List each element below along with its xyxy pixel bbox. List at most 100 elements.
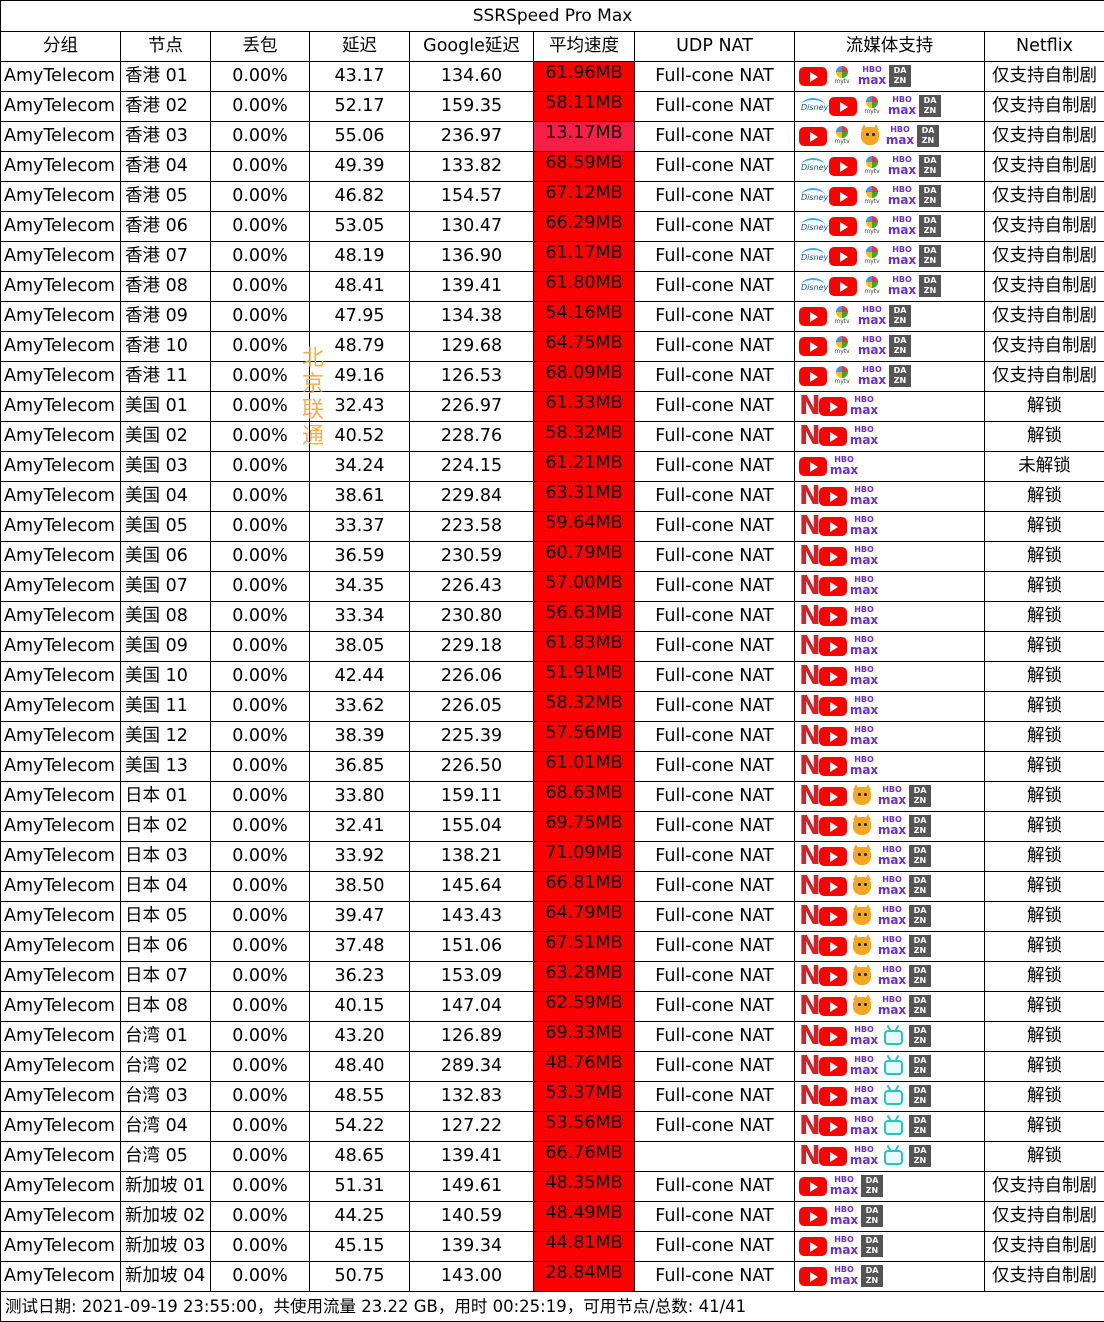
abema-icon [849, 874, 875, 898]
cell-loss: 0.00% [211, 332, 310, 362]
cell-netflix: 仅支持自制剧 [985, 152, 1104, 182]
tvb-icon: mytv [859, 215, 885, 237]
cell-google-ping: 224.15 [410, 452, 534, 482]
tvb-icon: mytv [859, 245, 885, 267]
netflix-icon: N [799, 664, 817, 688]
youtube-icon [819, 697, 847, 716]
youtube-icon [799, 337, 827, 356]
cell-node: 美国 10 [121, 662, 211, 692]
cell-group: AmyTelecom [1, 362, 121, 392]
cell-ping: 34.24 [310, 452, 410, 482]
cell-group: AmyTelecom [1, 1112, 121, 1142]
cell-google-ping: 130.47 [410, 212, 534, 242]
netflix-icon: N [799, 934, 817, 958]
cell-avg-speed: 48.76MB [534, 1052, 635, 1082]
cell-udp-nat: Full-cone NAT [635, 482, 795, 512]
cell-netflix: 未解锁 [985, 452, 1104, 482]
cell-ping: 44.25 [310, 1202, 410, 1232]
cell-group: AmyTelecom [1, 1142, 121, 1172]
cell-avg-speed: 51.91MB [534, 662, 635, 692]
cell-avg-speed: 57.00MB [534, 572, 635, 602]
cell-group: AmyTelecom [1, 482, 121, 512]
cell-netflix: 解锁 [985, 392, 1104, 422]
bilibili-icon [881, 1144, 907, 1168]
youtube-icon [819, 937, 847, 956]
cell-loss: 0.00% [211, 1262, 310, 1292]
cell-ping: 43.20 [310, 1022, 410, 1052]
header-google-ping: Google延迟 [410, 32, 534, 62]
disney-plus-icon: Disney+ [799, 155, 827, 177]
youtube-icon [799, 1267, 827, 1286]
cell-node: 香港 10 [121, 332, 211, 362]
cell-loss: 0.00% [211, 812, 310, 842]
cell-netflix: 解锁 [985, 602, 1104, 632]
cell-netflix: 解锁 [985, 422, 1104, 452]
netflix-icon: N [799, 484, 817, 508]
tvb-icon: mytv [859, 185, 885, 207]
cell-group: AmyTelecom [1, 122, 121, 152]
cell-loss: 0.00% [211, 782, 310, 812]
cell-node: 美国 12 [121, 722, 211, 752]
youtube-icon [799, 1207, 827, 1226]
cell-loss: 0.00% [211, 362, 310, 392]
netflix-icon: N [799, 994, 817, 1018]
cell-udp-nat: Full-cone NAT [635, 92, 795, 122]
youtube-icon [819, 847, 847, 866]
cell-google-ping: 127.22 [410, 1112, 534, 1142]
cell-ping: 46.82 [310, 182, 410, 212]
cell-avg-speed: 62.59MB [534, 992, 635, 1022]
youtube-icon [819, 907, 847, 926]
youtube-icon [819, 577, 847, 596]
cell-google-ping: 226.43 [410, 572, 534, 602]
cell-node: 美国 13 [121, 752, 211, 782]
youtube-icon [799, 1177, 827, 1196]
youtube-icon [829, 157, 857, 176]
cell-group: AmyTelecom [1, 692, 121, 722]
cell-avg-speed: 53.37MB [534, 1082, 635, 1112]
cell-ping: 33.37 [310, 512, 410, 542]
cell-loss: 0.00% [211, 452, 310, 482]
cell-udp-nat: Full-cone NAT [635, 932, 795, 962]
abema-icon [849, 934, 875, 958]
cell-avg-speed: 13.17MB [534, 122, 635, 152]
cell-avg-speed: 61.80MB [534, 272, 635, 302]
cell-group: AmyTelecom [1, 62, 121, 92]
cell-ping: 54.22 [310, 1112, 410, 1142]
cell-group: AmyTelecom [1, 212, 121, 242]
cell-google-ping: 140.59 [410, 1202, 534, 1232]
cell-udp-nat: Full-cone NAT [635, 1082, 795, 1112]
